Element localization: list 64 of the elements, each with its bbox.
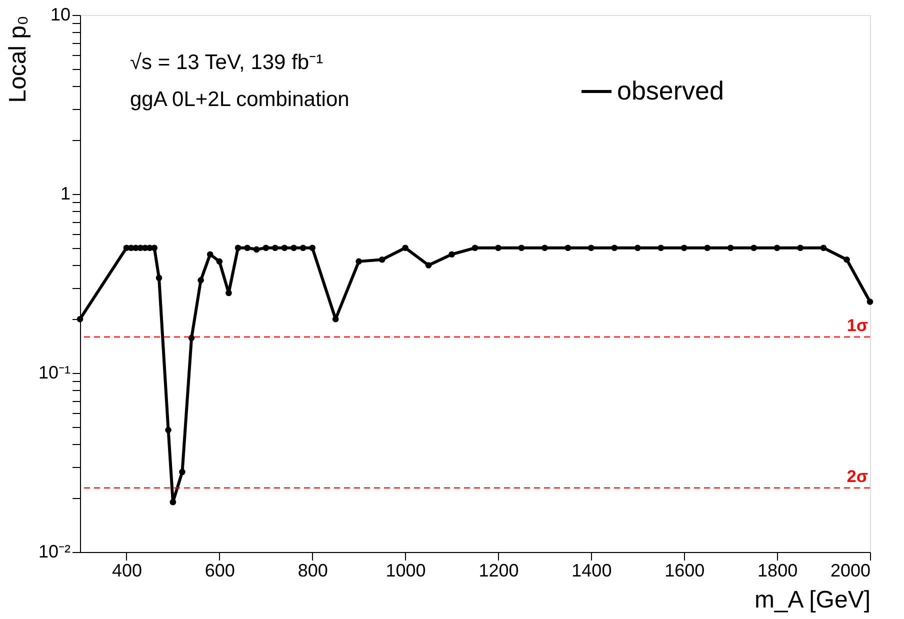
y-tick-label: 1 (60, 184, 70, 204)
point (820, 244, 827, 252)
point (680, 244, 688, 252)
point (253, 246, 260, 253)
point (634, 244, 641, 252)
x-axis-title: m_A [GeV] (754, 586, 870, 614)
point (844, 256, 850, 263)
x-tick-label: 1400 (572, 560, 612, 580)
point (797, 244, 804, 252)
annotation: ggA 0L+2L combination (130, 88, 350, 111)
point (750, 244, 757, 252)
point (611, 244, 618, 252)
point (179, 468, 186, 476)
point (188, 334, 195, 342)
x-tick-label: 1200 (478, 560, 519, 580)
point (76, 316, 84, 322)
point (309, 244, 316, 252)
y-tick-label: 10⁻² (38, 542, 71, 562)
ref-line-label: 2σ (846, 466, 868, 486)
x-tick-label: 1600 (664, 560, 705, 580)
point (378, 256, 386, 263)
annotation: √s = 13 TeV, 139 fb⁻¹ (130, 51, 324, 74)
point (244, 244, 250, 252)
point (300, 244, 306, 252)
point (290, 244, 297, 252)
point (704, 244, 711, 252)
x-tick-label: 800 (298, 560, 328, 580)
point (425, 262, 432, 268)
point (281, 244, 288, 252)
point (402, 244, 408, 252)
point (448, 251, 455, 258)
point (564, 244, 572, 252)
x-tick-label: 2000 (830, 560, 870, 580)
point (151, 244, 158, 252)
y-axis-title: Local p₀ (4, 16, 32, 103)
x-tick-label: 1000 (386, 560, 426, 580)
point (262, 244, 270, 252)
point (774, 244, 780, 252)
x-tick-label: 400 (112, 560, 142, 580)
y-tick-label: 10⁻¹ (38, 362, 71, 382)
point (472, 244, 478, 252)
point (542, 244, 548, 252)
point (658, 244, 664, 252)
point (206, 251, 214, 258)
point (165, 426, 172, 434)
ref-line-label: 1σ (846, 316, 868, 335)
point (727, 244, 734, 252)
point (866, 298, 874, 305)
point (588, 244, 594, 252)
point (226, 290, 232, 296)
y-tick-label: 10 (50, 4, 70, 24)
point (518, 244, 525, 252)
point (272, 244, 278, 252)
x-tick-label: 1800 (758, 560, 798, 580)
legend-label: observed (617, 76, 724, 106)
point (332, 316, 339, 322)
point (170, 498, 176, 506)
point (495, 244, 502, 252)
point (216, 258, 223, 265)
x-tick-label: 600 (204, 560, 235, 580)
point (156, 274, 162, 282)
point (356, 258, 362, 265)
point (234, 244, 242, 252)
point (198, 277, 204, 284)
